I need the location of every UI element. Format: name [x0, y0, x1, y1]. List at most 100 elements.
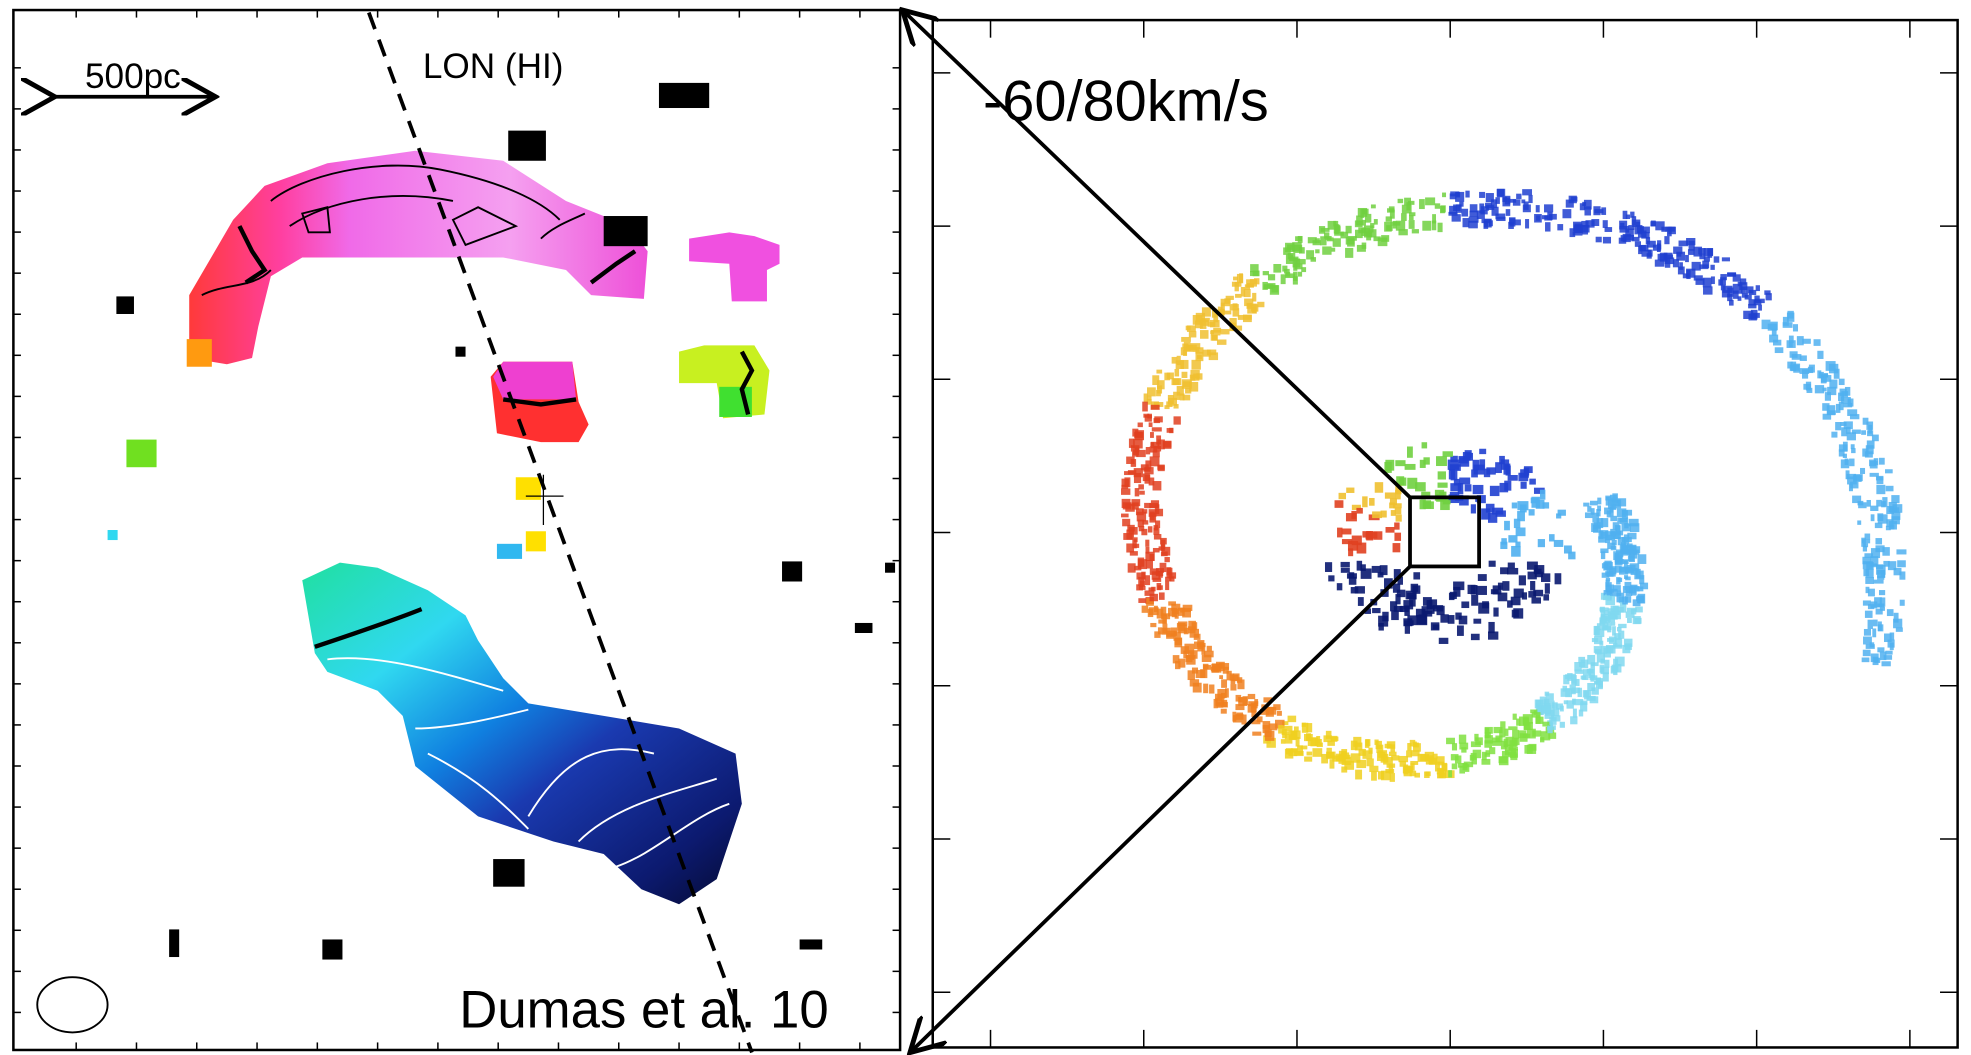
speckle	[1308, 737, 1317, 746]
speckle	[1134, 468, 1143, 477]
speckle	[1190, 679, 1199, 686]
speckle	[1789, 343, 1793, 348]
speckle	[1121, 488, 1130, 494]
speckle	[1194, 642, 1204, 650]
speckle	[1792, 354, 1802, 360]
speckle	[1395, 508, 1402, 515]
speckle	[1235, 294, 1242, 298]
speckle	[1142, 606, 1149, 613]
speckle	[1442, 763, 1448, 770]
speckle	[1397, 590, 1406, 597]
speckle	[1369, 498, 1375, 506]
speckle	[1221, 679, 1227, 688]
speckle	[1168, 601, 1176, 605]
speckle	[1293, 245, 1302, 253]
speckle	[1594, 681, 1603, 685]
speckle	[1341, 562, 1350, 567]
speckle	[1512, 730, 1519, 739]
speckle	[1210, 330, 1214, 334]
speckle	[1565, 674, 1572, 679]
speckle	[1137, 512, 1146, 522]
speckle	[1294, 726, 1299, 731]
speckle	[1508, 563, 1515, 569]
speckle	[1132, 429, 1138, 437]
speckle	[1248, 694, 1255, 699]
speckle	[1362, 243, 1367, 249]
speckle	[1195, 352, 1203, 361]
speckle	[1628, 556, 1634, 561]
speckle	[1683, 273, 1690, 278]
speckle	[1557, 224, 1563, 230]
speckle	[1685, 255, 1689, 262]
speckle	[1851, 444, 1855, 449]
speckle	[1847, 409, 1857, 416]
speckle	[1372, 511, 1382, 518]
speckle	[1192, 622, 1198, 630]
speckle	[1474, 734, 1478, 741]
speckle	[1787, 311, 1793, 319]
speckle	[1439, 638, 1449, 644]
speckle	[1346, 513, 1357, 521]
speckle	[1603, 237, 1611, 244]
speckle	[1181, 337, 1191, 342]
speckle	[1485, 728, 1489, 738]
speckle	[1341, 752, 1349, 758]
speckle	[1827, 387, 1836, 395]
speckle	[1175, 661, 1180, 669]
speckle	[1500, 483, 1509, 492]
speckle	[1507, 568, 1518, 574]
speckle	[1281, 274, 1286, 284]
speckle	[1154, 606, 1158, 612]
speckle	[1579, 710, 1583, 717]
speckle	[1614, 633, 1621, 640]
speckle	[1511, 546, 1521, 557]
speckle	[1145, 460, 1151, 468]
speckle	[1174, 416, 1181, 424]
speckle	[1437, 773, 1446, 779]
speckle	[1868, 620, 1873, 629]
speckle	[1138, 484, 1144, 489]
speckle	[1598, 684, 1603, 689]
speckle	[1516, 528, 1526, 537]
speckle	[1528, 195, 1532, 203]
speckle	[1877, 647, 1884, 652]
speckle	[1465, 484, 1472, 491]
speckle	[1617, 611, 1621, 620]
speckle	[1470, 204, 1478, 212]
orange-patch	[187, 339, 212, 367]
cyan-dot	[108, 530, 118, 540]
speckle	[1432, 214, 1436, 223]
speckle	[1342, 529, 1352, 535]
speckle	[1558, 510, 1566, 516]
green-dot	[126, 440, 156, 468]
speckle	[1327, 741, 1335, 746]
speckle	[1488, 631, 1498, 639]
speckle	[1339, 493, 1346, 499]
speckle	[1714, 256, 1720, 262]
speckle	[1897, 560, 1906, 567]
speckle	[1707, 248, 1713, 255]
velocity-label: -60/80km/s	[983, 70, 1269, 134]
speckle	[1517, 501, 1528, 510]
yellow-dot	[526, 531, 546, 551]
speckle	[1594, 646, 1602, 653]
speckle	[1601, 646, 1607, 654]
speckle	[1442, 193, 1446, 198]
speckle	[1394, 533, 1401, 541]
speckle	[1400, 761, 1406, 767]
speckle	[1566, 200, 1574, 208]
speckle	[1886, 486, 1894, 492]
speckle	[1459, 743, 1468, 750]
speckle	[1166, 631, 1175, 637]
speckle	[1147, 387, 1156, 396]
speckle	[1703, 286, 1712, 294]
speckle	[1877, 513, 1883, 521]
speckle	[1653, 245, 1661, 251]
speckle	[1401, 213, 1407, 221]
speckle	[1138, 577, 1144, 586]
speckle	[1366, 758, 1373, 766]
speckle	[1390, 773, 1395, 782]
speckle	[1889, 521, 1897, 529]
speckle	[1601, 518, 1608, 527]
speckle	[1407, 446, 1413, 457]
